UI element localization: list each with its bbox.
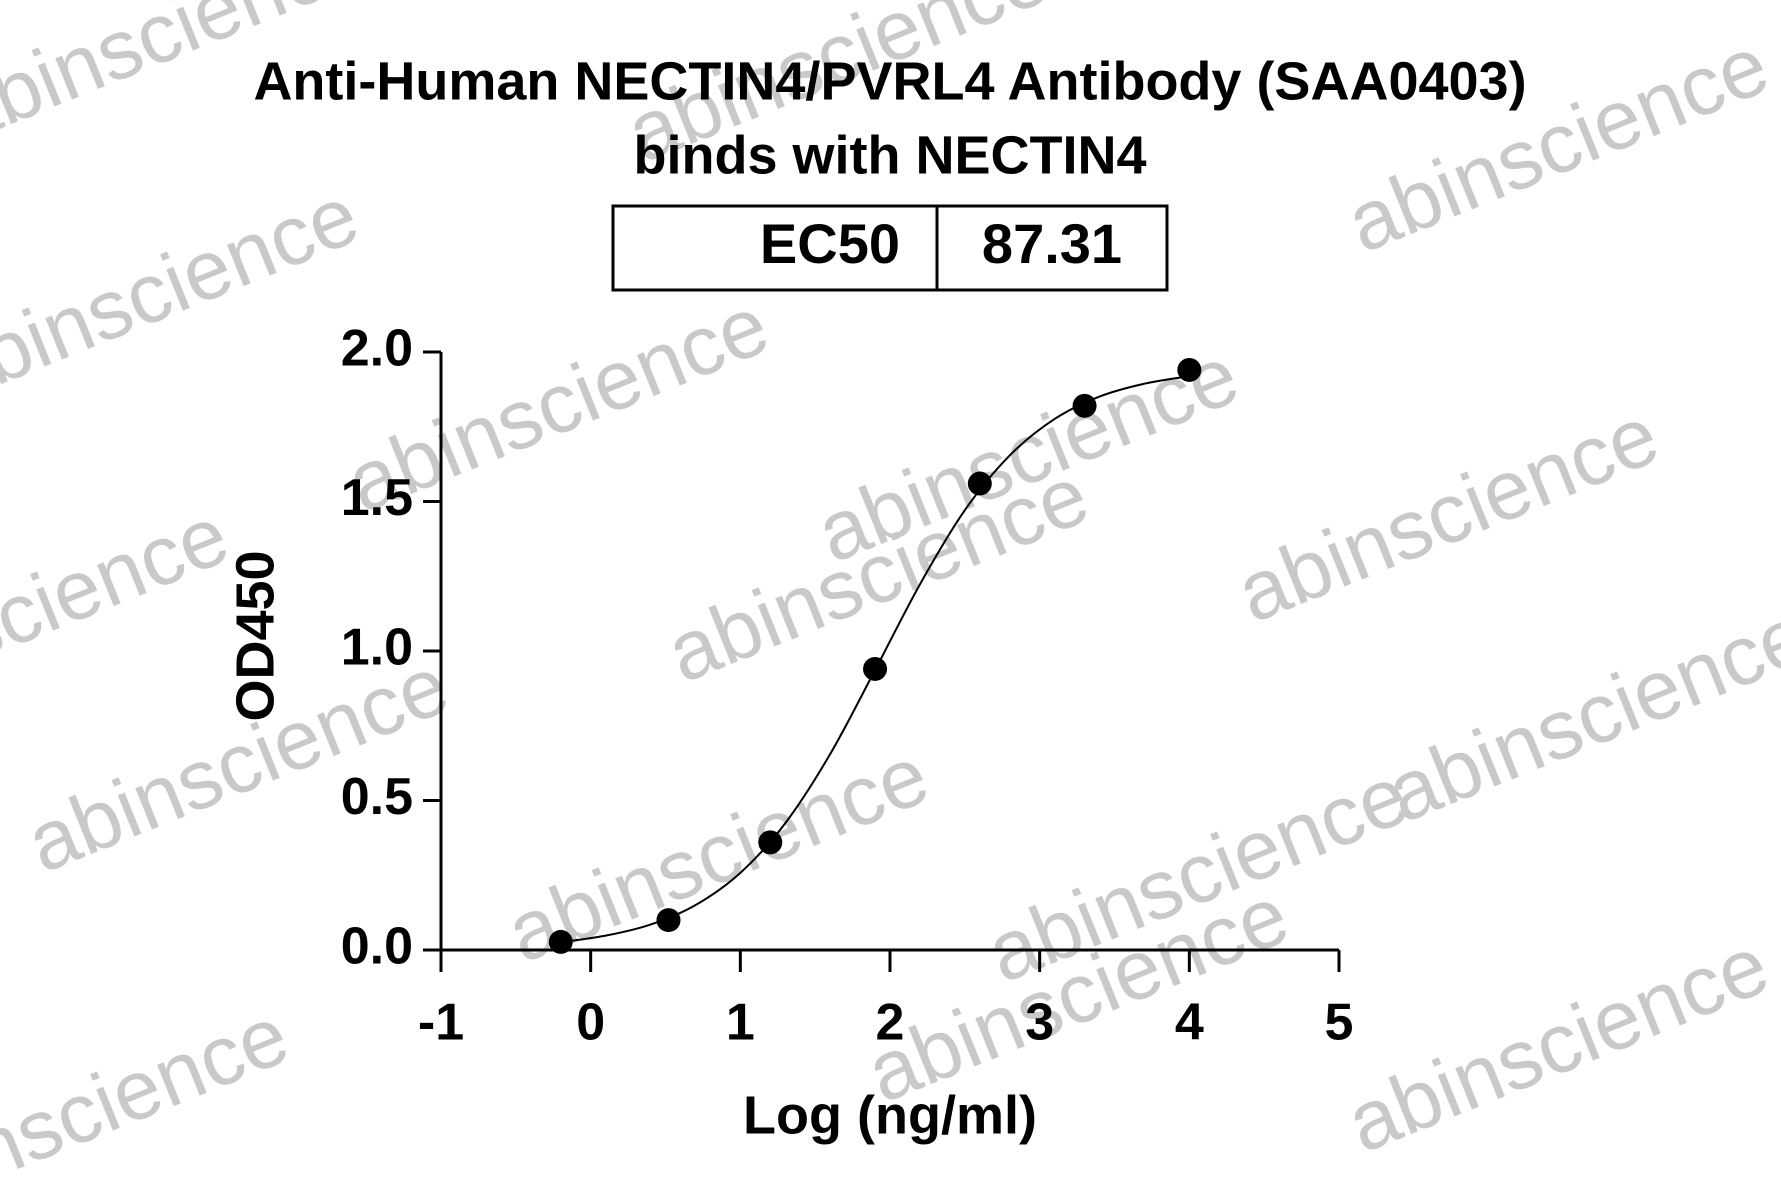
x-axis-label: Log (ng/ml) <box>743 1085 1037 1145</box>
watermark: abinscience <box>0 487 241 740</box>
watermark: abinscience <box>1374 587 1781 840</box>
chart-subtitle: binds with NECTIN4 <box>634 125 1147 185</box>
chart-title: Anti-Human NECTIN4/PVRL4 Antibody (SAA04… <box>253 51 1526 111</box>
y-tick-label: 0.0 <box>341 918 413 976</box>
data-point <box>863 656 888 681</box>
x-tick-label: -1 <box>418 994 464 1052</box>
watermark: abinscience <box>0 987 301 1197</box>
x-tick-label: 5 <box>1325 994 1354 1052</box>
x-tick-label: 3 <box>1025 994 1054 1052</box>
data-point <box>967 471 992 496</box>
ec50-value: 87.31 <box>982 212 1122 275</box>
watermark: abinscience <box>0 167 371 420</box>
y-axis-label: OD450 <box>225 550 285 721</box>
x-tick-label: 1 <box>726 994 755 1052</box>
x-tick-label: 0 <box>576 994 605 1052</box>
watermark: abinscience <box>1334 917 1781 1170</box>
data-point <box>1072 393 1097 418</box>
x-tick-label: 2 <box>876 994 905 1052</box>
x-tick-label: 4 <box>1175 994 1204 1052</box>
data-point <box>1177 357 1202 382</box>
watermark: abinscience <box>1224 387 1671 640</box>
y-tick-label: 0.5 <box>341 768 413 826</box>
data-point <box>548 929 573 954</box>
ec50-label: EC50 <box>760 212 900 275</box>
data-point <box>758 830 783 855</box>
y-tick-label: 1.0 <box>341 619 413 677</box>
data-point <box>656 908 681 933</box>
y-tick-label: 2.0 <box>341 320 413 378</box>
y-tick-label: 1.5 <box>341 469 413 527</box>
ec50-box <box>611 204 1169 292</box>
